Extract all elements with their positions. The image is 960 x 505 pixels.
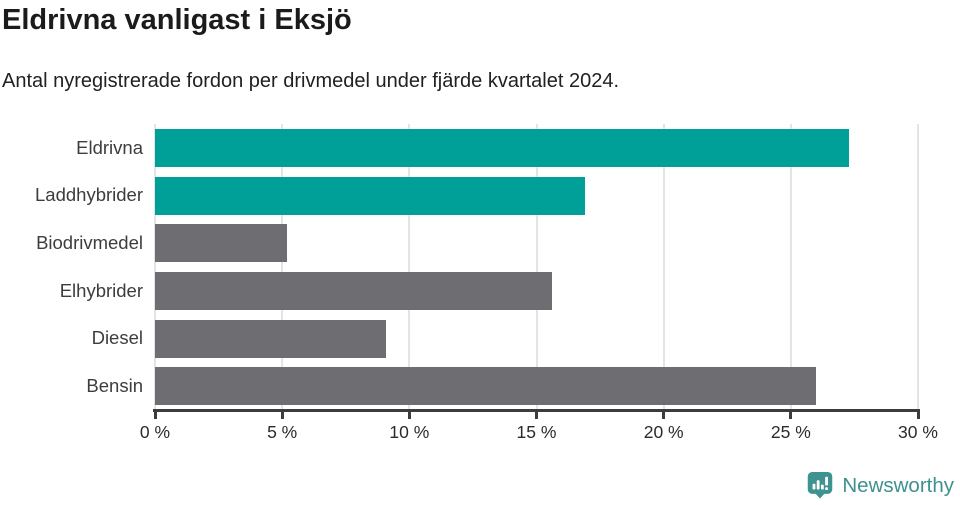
category-label-diesel: Diesel bbox=[91, 327, 143, 349]
gridline-25 bbox=[789, 124, 792, 410]
x-axis-tick-label-20: 20 % bbox=[643, 422, 684, 442]
category-labels: Eldrivna Laddhybrider Biodrivmedel Elhybrid… bbox=[0, 124, 143, 410]
x-axis-tick-label-0: 0 % bbox=[139, 422, 171, 442]
bar-elhybrider bbox=[155, 271, 552, 310]
bar-biodrivmedel bbox=[155, 224, 288, 263]
gridline-20 bbox=[662, 124, 665, 410]
x-axis-tick-label-30: 30 % bbox=[898, 422, 938, 442]
category-label-biodrivmedel: Biodrivmedel bbox=[36, 232, 143, 254]
category-label-laddhybrider: Laddhybrider bbox=[35, 184, 143, 206]
x-axis-tick-label-15: 15 % bbox=[516, 422, 557, 442]
x-axis-tick-label-5: 5 % bbox=[267, 422, 298, 442]
bar-bensin bbox=[155, 367, 817, 406]
x-axis-line bbox=[153, 409, 920, 412]
plot-area bbox=[154, 124, 919, 410]
x-axis-tick-5 bbox=[280, 412, 284, 419]
category-label-bensin: Bensin bbox=[86, 375, 143, 397]
bar-diesel bbox=[155, 319, 387, 358]
x-axis-tick-15 bbox=[535, 412, 538, 419]
gridline-30 bbox=[917, 124, 919, 410]
x-axis-tick-10 bbox=[407, 412, 411, 419]
gridline-15 bbox=[535, 124, 538, 410]
category-label-eldrivna: Eldrivna bbox=[76, 136, 143, 158]
x-axis-tick-30 bbox=[916, 412, 920, 419]
x-axis-tick-0 bbox=[153, 412, 157, 419]
newsworthy-speech-bubble-barchart-icon bbox=[808, 471, 833, 499]
x-axis-tick-25 bbox=[789, 412, 793, 419]
gridline-5 bbox=[281, 124, 284, 410]
x-axis-tick-label-10: 10 % bbox=[389, 422, 430, 442]
category-label-elhybrider: Elhybrider bbox=[59, 279, 143, 301]
newsworthy-wordmark: Newsworthy bbox=[842, 473, 954, 497]
chart-subtitle: Antal nyregistrerade fordon per drivmede… bbox=[2, 70, 620, 92]
gridline-10 bbox=[408, 124, 411, 410]
newsworthy-logo: Newsworthy bbox=[806, 471, 954, 500]
chart-title: Eldrivna vanligast i Eksjö bbox=[2, 4, 352, 36]
x-axis-tick-20 bbox=[662, 412, 666, 419]
x-axis-tick-label-25: 25 % bbox=[770, 422, 811, 442]
bar-eldrivna bbox=[155, 128, 850, 167]
bar-laddhybrider bbox=[155, 176, 585, 215]
gridline-0 bbox=[154, 124, 156, 410]
